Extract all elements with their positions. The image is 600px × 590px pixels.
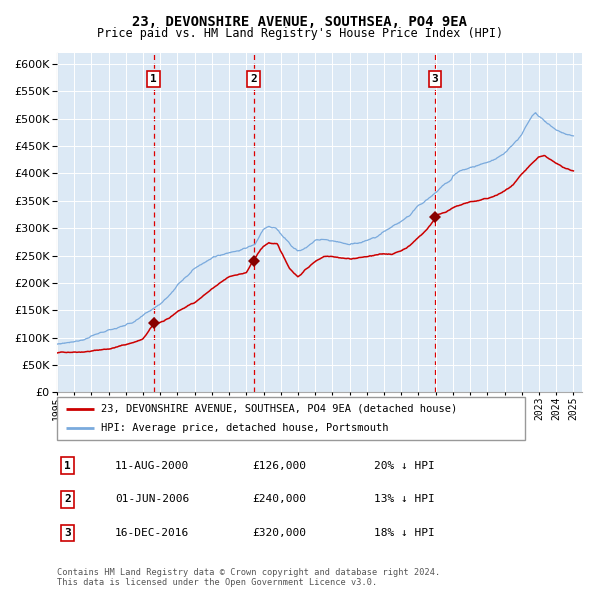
Text: 01-JUN-2006: 01-JUN-2006: [115, 494, 190, 504]
Text: 18% ↓ HPI: 18% ↓ HPI: [374, 528, 434, 538]
Text: 23, DEVONSHIRE AVENUE, SOUTHSEA, PO4 9EA: 23, DEVONSHIRE AVENUE, SOUTHSEA, PO4 9EA: [133, 15, 467, 29]
Text: £320,000: £320,000: [253, 528, 307, 538]
Text: 13% ↓ HPI: 13% ↓ HPI: [374, 494, 434, 504]
Text: Price paid vs. HM Land Registry's House Price Index (HPI): Price paid vs. HM Land Registry's House …: [97, 27, 503, 40]
Text: 2: 2: [250, 74, 257, 84]
Text: £240,000: £240,000: [253, 494, 307, 504]
Text: 1: 1: [150, 74, 157, 84]
Text: 16-DEC-2016: 16-DEC-2016: [115, 528, 190, 538]
Text: Contains HM Land Registry data © Crown copyright and database right 2024.: Contains HM Land Registry data © Crown c…: [57, 568, 440, 576]
Text: 20% ↓ HPI: 20% ↓ HPI: [374, 461, 434, 471]
Text: £126,000: £126,000: [253, 461, 307, 471]
Text: 23, DEVONSHIRE AVENUE, SOUTHSEA, PO4 9EA (detached house): 23, DEVONSHIRE AVENUE, SOUTHSEA, PO4 9EA…: [101, 404, 458, 414]
Text: HPI: Average price, detached house, Portsmouth: HPI: Average price, detached house, Port…: [101, 423, 389, 433]
Text: 2: 2: [64, 494, 71, 504]
Text: 3: 3: [64, 528, 71, 538]
Text: 3: 3: [431, 74, 439, 84]
FancyBboxPatch shape: [57, 397, 525, 440]
Text: 11-AUG-2000: 11-AUG-2000: [115, 461, 190, 471]
Text: 1: 1: [64, 461, 71, 471]
Text: This data is licensed under the Open Government Licence v3.0.: This data is licensed under the Open Gov…: [57, 578, 377, 587]
